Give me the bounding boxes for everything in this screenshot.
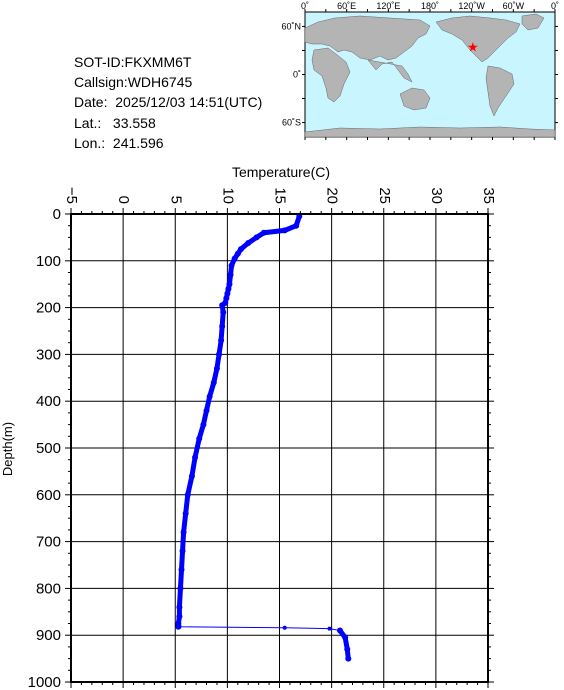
map-lat-tick-label: 0˚ [293,70,301,80]
info-block: SOT-ID:FKXMM6T Callsign:WDH6745 Date: 20… [74,52,262,153]
y-tick-label: 300 [36,346,61,363]
map-lon-tick-label: 120˚E [376,1,400,11]
latitude-text: Lat.: 33.558 [74,114,156,131]
map-lat-tick-label: 60˚S [282,118,301,128]
x-tick-label: 0 [115,196,132,204]
y-tick-label: 100 [36,253,61,270]
map-longitude-tick-labels: 0˚ 60˚E 120˚E 180˚ 120˚W 60˚W 0˚ [301,1,559,11]
map-lon-tick-label: 120˚W [458,1,485,11]
map-frame-ticks [302,9,558,140]
temperature-depth-chart: Temperature(C) Depth(m) −5 0 5 10 15 20 25 30 35… [0,164,497,690]
series-line [177,216,349,659]
date-text: Date: 2025/12/03 14:51(UTC) [74,94,263,111]
y-tick-label: 600 [36,487,61,504]
series-profile-lower [337,628,351,662]
longitude-text: Lon.: 241.596 [74,134,164,151]
data-point [327,626,332,631]
location-marker-icon: ★ [467,40,479,55]
x-tick-label: 20 [324,187,341,204]
x-tick-label: 15 [272,187,289,204]
plot-frame [70,213,489,683]
y-axis-label: Depth(m) [0,422,15,476]
map-lat-tick-label: 60˚N [281,21,301,31]
x-tick-label: 5 [167,196,184,204]
map-lon-tick-label: 0˚ [301,1,309,11]
series-profile-upper [175,213,302,630]
y-tick-label: 400 [36,393,61,410]
world-map: 0˚ 60˚E 120˚E 180˚ 120˚W 60˚W 0˚ 60˚N0˚60˚S ★ [281,1,559,140]
map-lon-tick-label: 0˚ [551,1,559,11]
y-tick-label: 0 [53,206,61,223]
x-tick-label: −5 [63,187,80,204]
x-tick-label: 25 [376,187,393,204]
sot-id-text: SOT-ID:FKXMM6T [74,54,192,70]
y-tick-label: 800 [36,580,61,597]
x-tick-labels: −5 0 5 10 15 20 25 30 35 [63,187,497,204]
map-latitude-tick-labels: 60˚N 0˚ 60˚S [281,21,301,127]
y-tick-label: 900 [36,627,61,644]
chart-series [175,213,352,662]
x-tick-label: 10 [219,187,236,204]
y-tick-label: 700 [36,534,61,551]
map-lon-tick-label: 60˚W [503,1,525,11]
x-axis-label: Temperature(C) [232,164,330,180]
x-tick-label: 30 [428,187,445,204]
callsign-text: Callsign:WDH6745 [74,74,193,91]
x-tick-label: 35 [480,187,497,204]
data-point [282,625,287,630]
y-tick-label: 1000 [28,674,61,690]
map-lon-tick-label: 180˚ [421,1,439,11]
y-tick-labels: 0 100 200 300 400 500 600 700 800 900 1000 [28,206,61,690]
chart-grid [70,213,489,683]
y-tick-label: 200 [36,300,61,317]
y-tick-label: 500 [36,440,61,457]
map-panel: 0˚ 60˚E 120˚E 180˚ 120˚W 60˚W 0˚ 60˚N 0˚ 60˚S ★ [0,0,564,160]
map-lon-tick-label: 60˚E [337,1,356,11]
